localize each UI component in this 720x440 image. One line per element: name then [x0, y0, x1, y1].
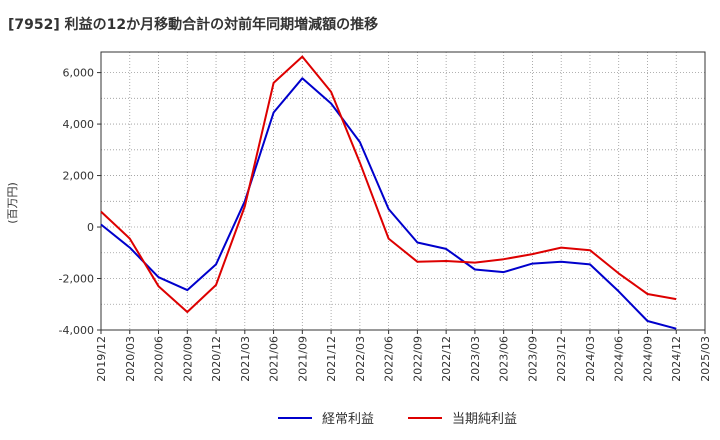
legend-line-series-2 [408, 416, 442, 419]
grid-layer [100, 52, 706, 331]
legend-item-series-1: 経常利益 [278, 408, 374, 427]
x-tick-label: 2024/09 [641, 336, 654, 382]
x-tick-label: 2023/12 [555, 336, 568, 382]
axis-layer: -4,000 -2,000 0 2,000 4,000 6,000 2019/12 2020/… [59, 67, 712, 382]
x-tick-label: 2025/03 [699, 336, 712, 382]
x-tick-label: 2020/03 [124, 336, 137, 382]
x-tick-label: 2023/09 [526, 336, 539, 382]
x-tick-label: 2022/06 [383, 336, 396, 382]
x-tick-label: 2022/09 [411, 336, 424, 382]
y-tick-label: -2,000 [59, 273, 94, 286]
plot-frame [100, 51, 706, 331]
legend: 経常利益 当期純利益 [0, 402, 720, 430]
chart-title: [7952] 利益の12か月移動合計の対前年同期増減額の推移 [8, 17, 379, 33]
x-tick-label: 2023/06 [498, 336, 511, 382]
x-tick-label: 2020/12 [210, 336, 223, 382]
x-tick-label: 2024/12 [670, 336, 683, 382]
x-tick-label: 2022/03 [354, 336, 367, 382]
x-tick-label: 2021/06 [268, 336, 281, 382]
x-tick-label: 2021/09 [296, 336, 309, 382]
legend-item-series-2: 当期純利益 [408, 408, 517, 427]
y-tick-label: 4,000 [63, 118, 95, 131]
x-tick-label: 2024/03 [584, 336, 597, 382]
y-tick-label: 6,000 [63, 67, 95, 80]
series-line-2 [100, 55, 677, 313]
legend-line-series-1 [278, 416, 312, 419]
x-tick-label: 2022/12 [440, 336, 453, 382]
legend-label-series-1: 経常利益 [322, 412, 375, 427]
x-tick-label: 2024/06 [613, 336, 626, 382]
x-tick-label: 2020/09 [181, 336, 194, 382]
legend-label-series-2: 当期純利益 [452, 412, 518, 427]
series-layer [100, 55, 677, 330]
x-tick-label: 2021/03 [239, 336, 252, 382]
x-tick-label: 2021/12 [325, 336, 338, 382]
y-tick-label: 2,000 [63, 170, 95, 183]
x-tick-label: 2023/03 [469, 336, 482, 382]
x-tick-label: 2020/06 [153, 336, 166, 382]
y-tick-label: 0 [87, 221, 94, 234]
x-tick-label: 2019/12 [95, 336, 108, 382]
y-axis-label: (百万円) [6, 182, 19, 224]
series-line-1 [100, 77, 677, 330]
y-tick-label: -4,000 [59, 324, 94, 337]
